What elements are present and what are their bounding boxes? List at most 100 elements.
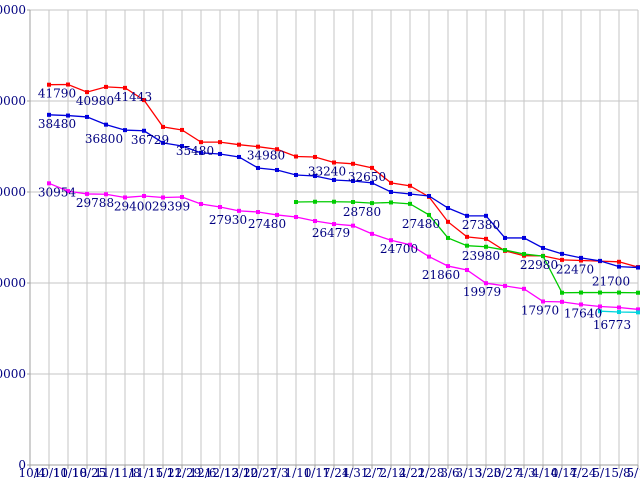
data-point-marker bbox=[237, 154, 241, 159]
data-point-marker bbox=[85, 114, 89, 119]
data-point-marker bbox=[313, 219, 317, 224]
data-point-marker bbox=[484, 281, 488, 286]
data-point-marker bbox=[123, 85, 127, 90]
data-point-marker bbox=[598, 290, 602, 295]
data-point-marker bbox=[408, 242, 412, 247]
data-point-marker bbox=[218, 205, 222, 210]
x-tick-label: 3/13 bbox=[456, 466, 483, 480]
data-point-marker bbox=[370, 231, 374, 236]
data-point-marker bbox=[104, 192, 108, 197]
data-point-marker bbox=[560, 290, 564, 295]
data-point-marker bbox=[408, 183, 412, 188]
point-value-label: 21860 bbox=[422, 268, 460, 282]
data-point-marker bbox=[85, 191, 89, 196]
data-point-marker bbox=[142, 98, 146, 103]
data-point-marker bbox=[218, 140, 222, 145]
data-point-marker bbox=[256, 144, 260, 149]
data-point-marker bbox=[275, 147, 279, 152]
point-value-label: 36729 bbox=[131, 133, 169, 147]
data-point-marker bbox=[85, 90, 89, 95]
data-point-marker bbox=[180, 144, 184, 149]
data-point-marker bbox=[332, 160, 336, 165]
data-point-marker bbox=[617, 264, 621, 269]
data-point-marker bbox=[332, 177, 336, 182]
data-point-marker bbox=[66, 113, 70, 118]
x-tick-label: 2/7 bbox=[364, 466, 383, 480]
data-point-marker bbox=[351, 200, 355, 205]
data-point-marker bbox=[427, 254, 431, 259]
x-tick-label: 4/10 bbox=[532, 466, 559, 480]
x-tick-label: 11/1 bbox=[95, 466, 122, 480]
x-tick-label: 2/28 bbox=[418, 466, 445, 480]
point-value-label: 36800 bbox=[85, 132, 123, 146]
x-tick-label: 3/27 bbox=[494, 466, 521, 480]
point-value-label: 27480 bbox=[402, 217, 440, 231]
data-point-marker bbox=[294, 154, 298, 159]
point-value-label: 19979 bbox=[463, 285, 501, 299]
point-value-label: 27930 bbox=[209, 213, 247, 227]
data-point-marker bbox=[636, 265, 640, 270]
data-point-marker bbox=[446, 235, 450, 240]
data-point-marker bbox=[484, 213, 488, 218]
point-value-label: 17640 bbox=[564, 306, 602, 320]
data-point-marker bbox=[389, 238, 393, 243]
data-point-marker bbox=[275, 167, 279, 172]
point-value-label: 32650 bbox=[348, 170, 386, 184]
point-value-label: 33240 bbox=[308, 165, 346, 179]
x-tick-label: 5/8 bbox=[611, 466, 630, 480]
point-value-label: 41790 bbox=[38, 87, 76, 101]
data-point-marker bbox=[180, 195, 184, 200]
data-point-marker bbox=[598, 258, 602, 263]
x-tick-label: 1/3 bbox=[269, 466, 288, 480]
data-point-marker bbox=[275, 212, 279, 217]
data-point-marker bbox=[370, 201, 374, 206]
data-point-marker bbox=[199, 150, 203, 155]
x-tick-label: 11/8 bbox=[114, 466, 141, 480]
data-point-marker bbox=[579, 290, 583, 295]
data-point-marker bbox=[351, 178, 355, 183]
data-point-marker bbox=[560, 257, 564, 262]
data-point-marker bbox=[161, 140, 165, 145]
data-point-marker bbox=[237, 142, 241, 147]
y-tick-label: 0 bbox=[18, 458, 26, 472]
data-point-marker bbox=[389, 200, 393, 205]
data-point-marker bbox=[47, 181, 51, 186]
point-value-label: 28780 bbox=[343, 205, 381, 219]
data-point-marker bbox=[579, 302, 583, 307]
x-axis-labels: 10/410/1110/1810/2511/111/811/1511/2211/… bbox=[19, 466, 640, 480]
data-point-marker bbox=[123, 195, 127, 200]
y-axis-labels: 0 10000 20000 30000 40000 50000 bbox=[0, 3, 26, 472]
data-point-marker bbox=[636, 290, 640, 295]
point-value-label: 38480 bbox=[38, 117, 76, 131]
data-point-marker bbox=[370, 165, 374, 170]
point-value-label: 29788 bbox=[76, 196, 114, 210]
data-point-marker bbox=[446, 206, 450, 211]
data-point-marker bbox=[332, 222, 336, 227]
data-point-marker bbox=[351, 223, 355, 228]
y-tick-label: 30000 bbox=[0, 185, 26, 199]
data-point-marker bbox=[313, 199, 317, 204]
data-point-marker bbox=[199, 140, 203, 145]
x-tick-label: 4/3 bbox=[516, 466, 535, 480]
y-tick-label: 20000 bbox=[0, 276, 26, 290]
data-point-marker bbox=[218, 151, 222, 156]
data-point-marker bbox=[161, 124, 165, 129]
data-point-marker bbox=[560, 251, 564, 256]
x-tick-label: 12/13 bbox=[205, 466, 240, 480]
data-point-marker bbox=[522, 252, 526, 257]
data-point-marker bbox=[389, 190, 393, 194]
data-point-marker bbox=[104, 84, 108, 89]
point-value-label: 27380 bbox=[462, 218, 500, 232]
data-point-marker bbox=[256, 210, 260, 215]
data-point-marker bbox=[66, 189, 70, 194]
data-point-marker bbox=[446, 219, 450, 224]
data-point-marker bbox=[446, 264, 450, 269]
series-line-magenta bbox=[48, 182, 639, 311]
x-tick-label: 1/24 bbox=[323, 466, 350, 480]
data-point-marker bbox=[503, 283, 507, 288]
x-tick-label: 2/14 bbox=[380, 466, 407, 480]
x-tick-label: 10/11 bbox=[34, 466, 69, 480]
